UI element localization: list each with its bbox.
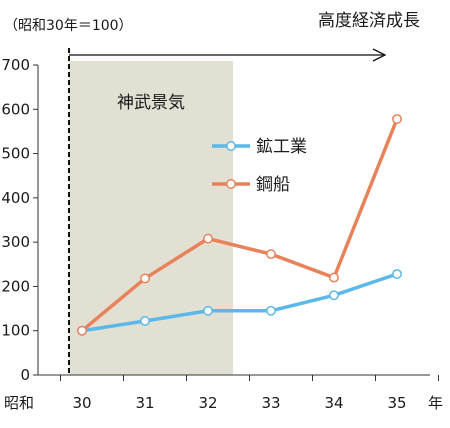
y-tick-label: 200 — [1, 277, 30, 295]
x-tick-label: 33 — [261, 394, 280, 412]
series-1-point — [392, 269, 402, 279]
series-1-point — [203, 305, 213, 316]
legend-swatch-marker — [226, 141, 236, 151]
series-1-segment — [143, 309, 210, 323]
x-axis-suffix-label: 年 — [428, 394, 443, 412]
series-2-point — [203, 233, 213, 244]
y-tick-label: 400 — [1, 189, 30, 207]
shaded-period-band — [69, 61, 233, 375]
y-tick-label: 700 — [1, 56, 30, 74]
series-2-point — [266, 249, 276, 260]
series-1-point — [140, 316, 150, 326]
series-2-point — [329, 272, 339, 283]
series-1-segment — [332, 272, 399, 298]
unit-note: （昭和30年＝100） — [4, 18, 133, 34]
series-2-segment — [143, 236, 210, 281]
y-tick-label: 600 — [1, 100, 30, 118]
x-tick-label: 32 — [198, 394, 217, 412]
y-tick-label: 0 — [20, 366, 30, 384]
legend-label: 鋼船 — [256, 175, 290, 195]
legend-label: 鉱工業 — [256, 137, 307, 157]
y-tick-label: 500 — [1, 145, 30, 163]
banner-arrow-head — [372, 48, 387, 62]
series-2-segment — [206, 236, 273, 256]
x-axis-ticks: 30 31 32 33 34 35 — [60, 375, 439, 412]
legend-swatch-marker — [226, 179, 236, 189]
y-tick-label: 300 — [1, 233, 30, 251]
series-layer — [77, 114, 402, 336]
series-2-segment — [80, 276, 147, 333]
x-tick-label: 34 — [324, 394, 343, 412]
y-tick-label: 100 — [1, 322, 30, 340]
series-2-segment — [332, 117, 399, 280]
x-tick-label: 31 — [135, 394, 154, 412]
banner-label: 高度経済成長 — [318, 11, 420, 31]
series-2-point — [392, 114, 402, 124]
series-2-point — [77, 325, 87, 336]
series-2-segment — [269, 252, 336, 280]
x-axis-prefix-label: 昭和 — [4, 394, 34, 412]
series-1-segment — [269, 293, 336, 313]
x-tick-label: 30 — [72, 394, 91, 412]
series-2 — [77, 114, 402, 336]
series-2-point — [140, 273, 150, 284]
x-tick-label: 35 — [387, 394, 406, 412]
shaded-period-label: 神武景気 — [117, 93, 185, 113]
series-1-point — [266, 305, 276, 316]
series-1-point — [329, 290, 339, 301]
y-axis-ticks: 0 100 200 300 400 500 600 700 — [1, 56, 38, 384]
series-1-segment — [80, 319, 147, 333]
